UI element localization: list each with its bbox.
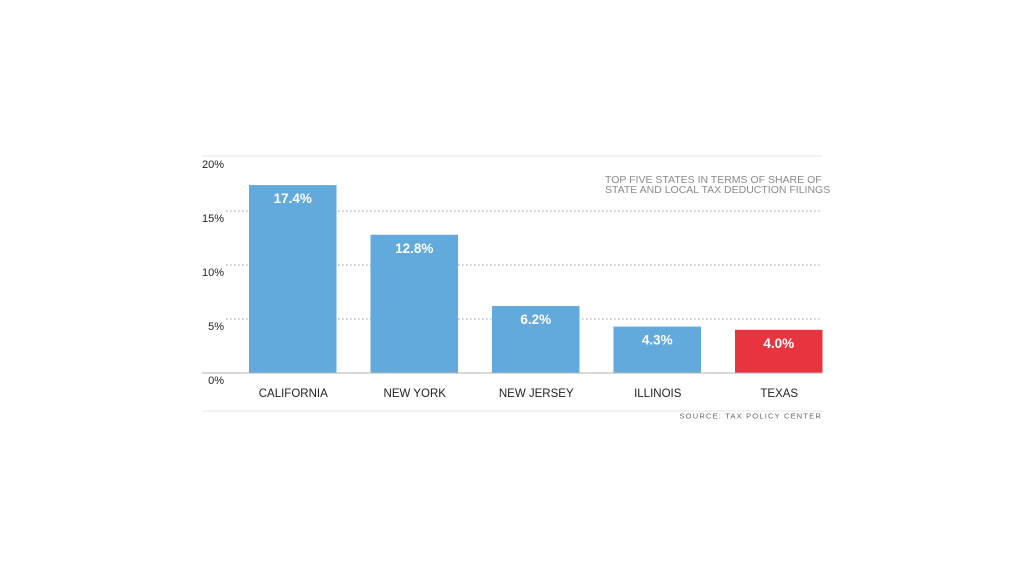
bar-new-jersey [492,306,580,373]
chart-annotation-line-1: TOP FIVE STATES IN TERMS OF SHARE OF [605,174,822,186]
x-axis-labels: CALIFORNIA NEW YORK NEW JERSEY ILLINOIS TEXA… [259,388,799,400]
x-tick-label-new-jersey: NEW JERSEY [499,388,574,400]
value-label-california: 17.4% [274,191,312,206]
bar-texas [735,329,823,373]
bar-new-york [370,234,458,373]
y-tick-label-20: 20% [202,159,224,171]
bar-california [249,185,337,373]
source-note: SOURCE: TAX POLICY CENTER [679,412,822,421]
x-tick-label-california: CALIFORNIA [259,388,328,400]
y-tick-label-10: 10% [202,267,224,279]
value-label-texas: 4.0% [763,336,794,351]
x-tick-label-illinois: ILLINOIS [634,388,682,400]
grid-lines [226,210,822,320]
y-axis-ticks: 0% 5% 10% 15% 20% [202,159,224,387]
y-tick-label-5: 5% [208,321,224,333]
y-tick-label-0: 0% [208,375,224,387]
x-tick-label-texas: TEXAS [760,388,798,400]
value-label-new-jersey: 6.2% [520,312,551,327]
y-tick-label-15: 15% [202,213,224,225]
value-label-new-york: 12.8% [395,241,433,256]
bar-illinois [613,326,701,373]
chart-annotation-line-2: STATE AND LOCAL TAX DEDUCTION FILINGS [605,184,830,196]
bars: 17.4% 12.8% 6.2% 4.3% 4.0% [249,185,823,373]
value-label-illinois: 4.3% [642,333,673,348]
x-tick-label-new-york: NEW YORK [384,388,447,400]
